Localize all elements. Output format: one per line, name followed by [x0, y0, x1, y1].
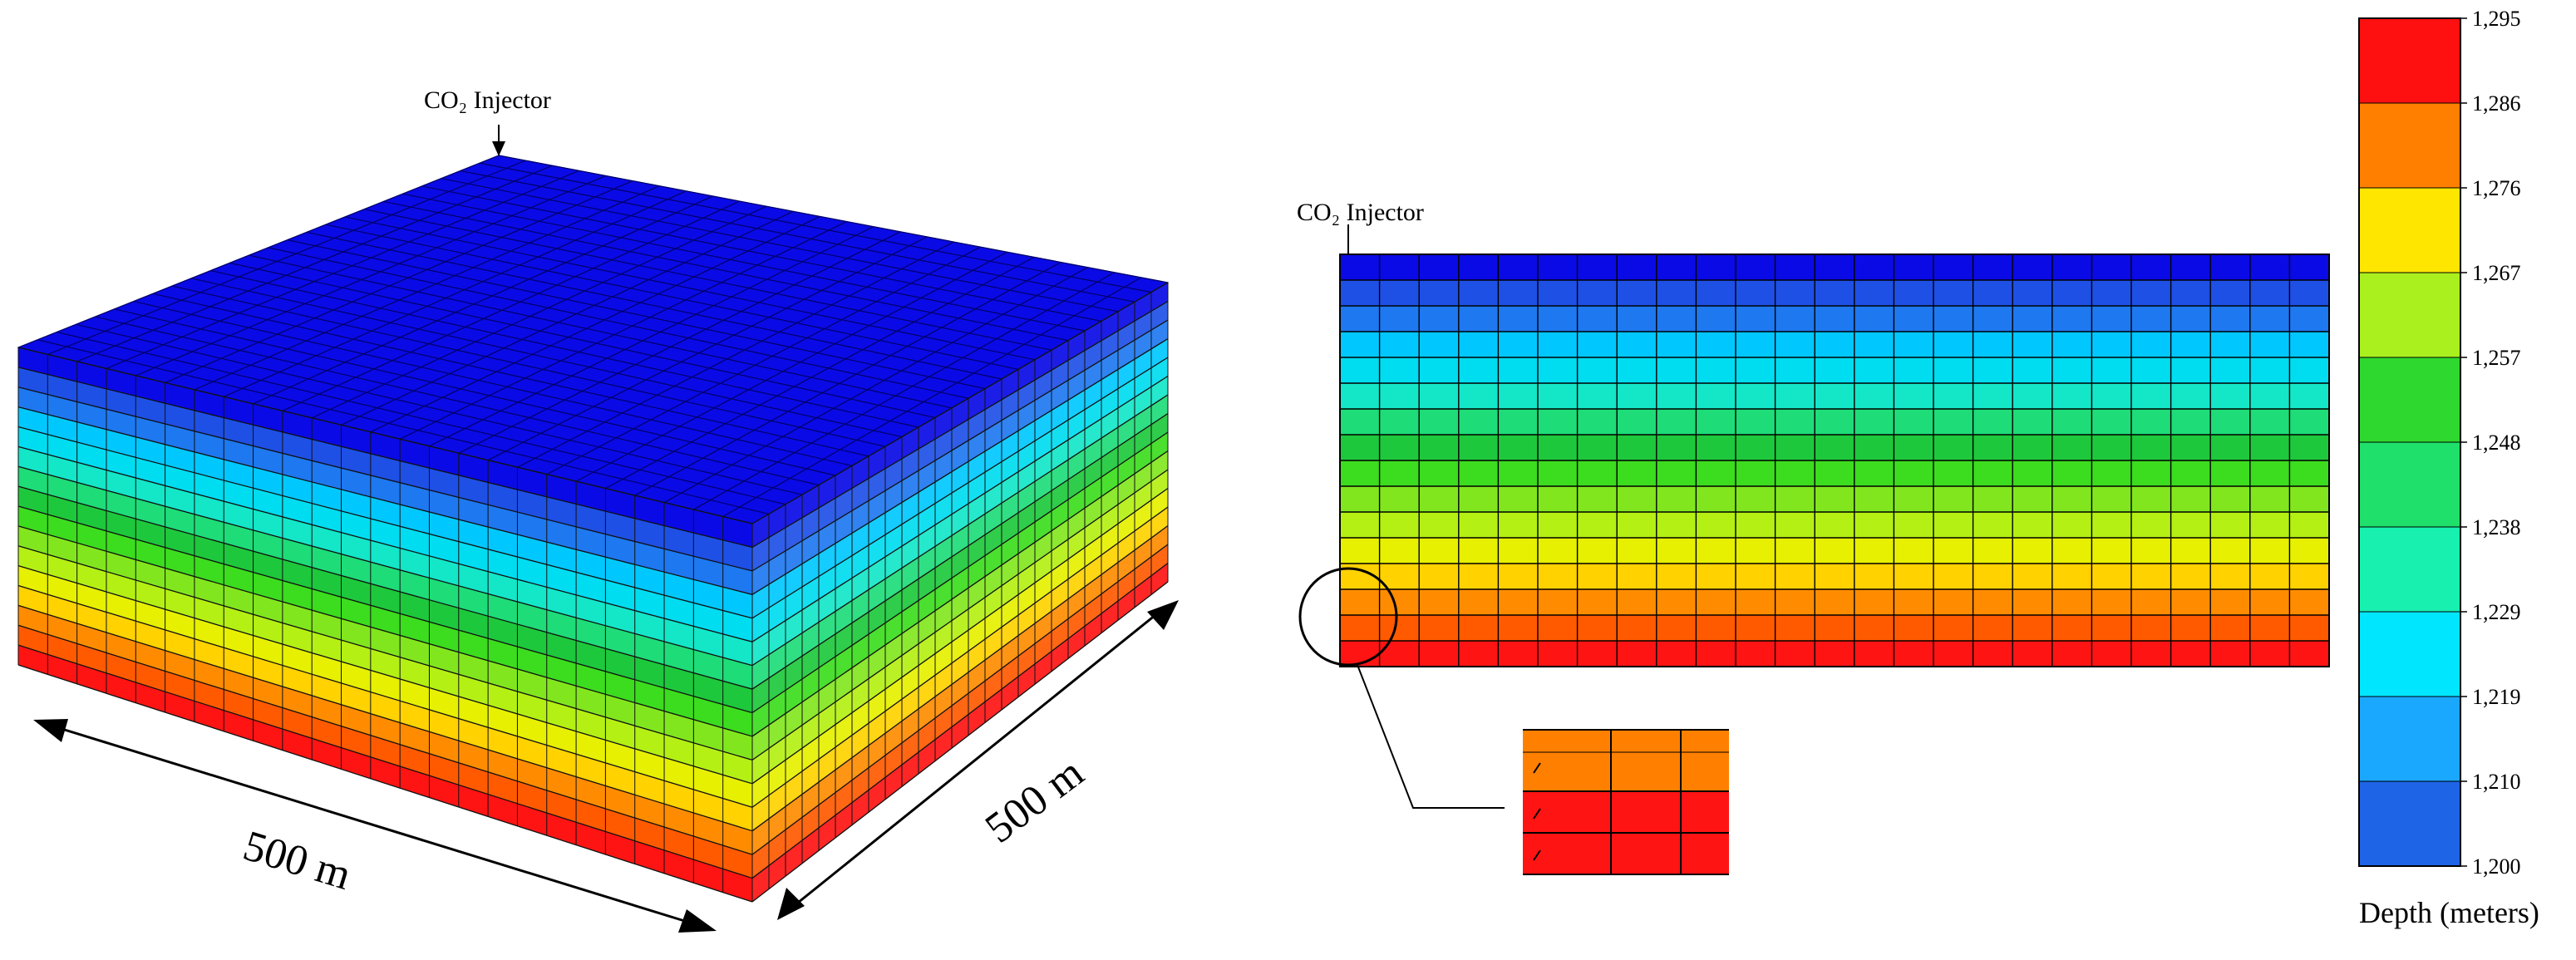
right-face-layer [752, 413, 1168, 713]
left-face-grid [17, 347, 753, 903]
right-face-layer [752, 488, 1168, 808]
colorbar-tick-label: 1,276 [2472, 176, 2521, 200]
colorbar-tick-label: 1,200 [2472, 854, 2521, 879]
zoom-callout [1298, 567, 1729, 875]
top-face-grid [17, 155, 1169, 524]
left-face-layer [18, 367, 752, 571]
colorbar-tick-label: 1,295 [2472, 7, 2521, 31]
colorbar-swatch [2359, 18, 2460, 104]
colorbar-swatch [2359, 612, 2460, 697]
colorbar-tick-label: 1,229 [2472, 600, 2521, 624]
colorbar: 1,295 1,286 1,276 1,267 1,257 1,248 1,238 1,229… [2358, 7, 2539, 929]
cross-section-grid [1340, 254, 2329, 667]
right-face-layer [752, 507, 1168, 831]
left-face-layer [18, 645, 752, 902]
cross-section [1339, 254, 2330, 667]
cross-section-layer [1340, 280, 2329, 307]
right-face-layer [752, 320, 1168, 595]
right-face-layer [752, 376, 1168, 666]
colorbar-swatch [2359, 781, 2460, 867]
colorbar-tick-label: 1,238 [2472, 515, 2521, 539]
left-face-layer [18, 486, 752, 713]
right-face-layer [752, 357, 1168, 642]
cross-section-layer [1340, 357, 2329, 384]
right-face-layer [752, 301, 1168, 571]
zoom-circle [1298, 567, 1398, 667]
colorbar-swatch [2359, 527, 2460, 613]
right-face-layer [752, 525, 1168, 855]
left-face-layer [18, 426, 752, 642]
colorbar-tick-label: 1,219 [2472, 685, 2521, 709]
injector-label-right: CO₂ Injector [1297, 199, 1424, 226]
arrowhead-icon [33, 719, 68, 742]
right-face-grid [751, 282, 1169, 903]
cross-section-layer [1340, 512, 2329, 539]
cross-section-layer [1340, 460, 2329, 487]
colorbar-ticks: 1,295 1,286 1,276 1,267 1,257 1,248 1,238 1,229… [2460, 7, 2521, 879]
cross-section-layer [1340, 383, 2329, 410]
left-face-layer [18, 446, 752, 666]
cross-section-layer [1340, 589, 2329, 616]
arrowhead-icon [1147, 600, 1179, 630]
cross-section-layer [1340, 538, 2329, 564]
colorbar-swatch [2359, 273, 2460, 358]
dimension-x-label: 500 m [238, 822, 356, 899]
right-face-layer [752, 283, 1168, 548]
injector-marker-right: CO₂ Injector [1297, 199, 1424, 254]
right-face-layer [752, 450, 1168, 761]
left-face-layer [18, 625, 752, 879]
left-face-layer [18, 506, 752, 736]
zoom-inset [1523, 729, 1729, 875]
right-face-layer [752, 432, 1168, 736]
cross-section-layer [1340, 254, 2329, 281]
arrowhead-icon [678, 909, 717, 933]
colorbar-tick-label: 1,267 [2472, 261, 2521, 285]
right-face-layer [752, 395, 1168, 690]
colorbar-tick-label: 1,257 [2472, 346, 2521, 370]
left-face-layer [18, 585, 752, 831]
left-face-layer [18, 347, 752, 548]
right-face-layer [752, 470, 1168, 784]
left-face-layer [18, 386, 752, 595]
colorbar-tick-label: 1,248 [2472, 431, 2521, 455]
left-face-layer [18, 565, 752, 808]
left-face-layer [18, 466, 752, 690]
colorbar-swatch [2359, 188, 2460, 273]
colorbar-tick-label: 1,210 [2472, 770, 2521, 794]
colorbar-tick-label: 1,286 [2472, 91, 2521, 116]
cross-section-layers [1340, 254, 2329, 667]
block-3d-model [17, 155, 1170, 903]
colorbar-title: Depth (meters) [2359, 896, 2539, 929]
cross-section-layer [1340, 435, 2329, 461]
right-face-layer [752, 563, 1168, 902]
left-face-layer [18, 605, 752, 855]
right-face-layer [752, 544, 1168, 879]
cross-section-layer [1340, 306, 2329, 332]
cross-section-layer [1340, 615, 2329, 642]
cross-section-layer [1340, 641, 2329, 667]
injector-label-left: CO₂ Injector [424, 86, 551, 114]
block-right-face [752, 283, 1168, 902]
colorbar-swatch [2359, 442, 2460, 528]
cross-section-layer [1340, 409, 2329, 436]
arrowhead-icon [777, 888, 805, 920]
injector-arrow-icon [492, 141, 505, 156]
left-face-layer [18, 406, 752, 618]
colorbar-swatch [2359, 697, 2460, 782]
colorbar-swatch [2359, 357, 2460, 443]
cross-section-layer [1340, 486, 2329, 513]
cross-section-layer [1340, 564, 2329, 590]
left-face-layer [18, 545, 752, 784]
injector-marker-left: CO₂ Injector [424, 86, 551, 156]
colorbar-swatch [2359, 103, 2460, 189]
right-face-layer [752, 338, 1168, 618]
left-face-layer [18, 525, 752, 761]
cross-section-layer [1340, 332, 2329, 358]
dimension-y-label: 500 m [977, 749, 1092, 853]
colorbar-swatches [2359, 17, 2460, 867]
block-left-face [18, 347, 752, 902]
